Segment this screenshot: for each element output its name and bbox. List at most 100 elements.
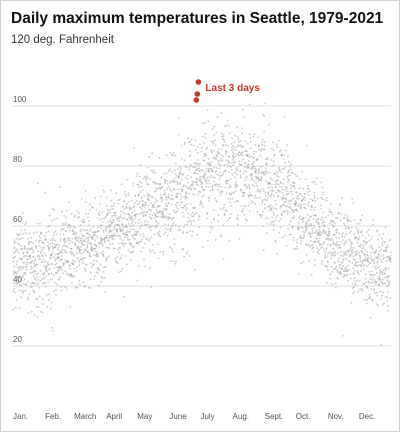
data-point: [285, 205, 288, 208]
data-point: [65, 216, 68, 219]
data-point: [231, 161, 233, 164]
data-point: [50, 239, 52, 242]
data-point: [259, 191, 261, 193]
data-point: [356, 222, 358, 225]
data-point: [47, 225, 49, 228]
data-point: [366, 231, 368, 233]
data-point: [363, 239, 365, 242]
data-point: [257, 179, 260, 182]
data-point: [323, 229, 325, 232]
data-point: [36, 298, 39, 300]
data-point: [134, 194, 137, 197]
data-point: [128, 230, 131, 233]
data-point: [222, 145, 225, 148]
data-point: [107, 221, 109, 224]
data-point: [124, 226, 127, 228]
data-point: [145, 202, 147, 204]
data-point: [45, 293, 48, 296]
data-point: [180, 157, 183, 160]
data-point: [124, 242, 127, 245]
data-point: [387, 291, 389, 294]
data-point: [142, 215, 145, 218]
data-point: [64, 259, 67, 262]
data-point: [308, 224, 311, 227]
data-point: [378, 279, 381, 281]
data-point: [376, 229, 379, 232]
data-point: [242, 208, 245, 211]
data-point: [238, 237, 241, 240]
data-point: [186, 178, 189, 180]
data-point: [49, 256, 52, 259]
data-point: [87, 216, 89, 219]
data-point: [235, 126, 238, 129]
data-point: [144, 220, 146, 223]
data-point: [287, 181, 289, 184]
data-point: [329, 251, 331, 253]
data-point: [324, 256, 327, 259]
data-point: [68, 201, 70, 204]
data-point: [232, 156, 235, 159]
data-point: [53, 231, 56, 234]
data-point: [106, 236, 109, 239]
data-point: [381, 273, 384, 276]
data-point: [111, 229, 114, 232]
data-point: [376, 294, 379, 297]
data-point: [303, 236, 305, 239]
data-point: [229, 185, 232, 188]
data-point: [86, 247, 88, 249]
data-point: [90, 228, 92, 230]
data-point: [315, 237, 318, 240]
data-point: [39, 279, 42, 282]
data-point: [222, 155, 225, 158]
data-point: [236, 173, 239, 176]
data-point: [113, 227, 116, 230]
data-point: [308, 243, 310, 246]
data-point: [70, 251, 73, 253]
data-point: [163, 189, 165, 192]
data-point: [27, 312, 30, 314]
data-point: [180, 195, 183, 198]
data-point: [263, 172, 265, 175]
data-point: [279, 185, 281, 188]
data-point: [61, 252, 64, 255]
data-point: [243, 213, 246, 216]
data-point: [164, 231, 167, 234]
data-point: [159, 187, 162, 190]
data-point: [100, 217, 103, 220]
data-point: [74, 260, 77, 262]
data-point: [132, 182, 135, 185]
data-point: [90, 245, 93, 248]
data-point: [282, 197, 285, 199]
data-point: [325, 238, 328, 241]
data-point: [53, 218, 56, 221]
data-point: [355, 261, 357, 263]
data-point: [280, 196, 283, 199]
data-point: [206, 213, 208, 215]
data-point: [252, 135, 255, 138]
data-point: [225, 150, 228, 153]
data-point: [190, 203, 192, 205]
data-point: [200, 202, 203, 205]
data-point: [64, 223, 67, 226]
data-point: [138, 264, 141, 267]
data-point: [49, 279, 52, 281]
data-point: [56, 271, 59, 274]
data-point: [37, 182, 39, 185]
data-point: [39, 269, 42, 272]
data-point: [168, 185, 171, 188]
data-point: [138, 219, 141, 221]
data-point: [52, 234, 55, 237]
data-point: [78, 283, 81, 286]
x-tick-label-oct: Oct.: [296, 412, 311, 421]
data-point: [270, 177, 272, 180]
data-point: [349, 220, 352, 223]
data-point: [367, 260, 370, 263]
data-point: [195, 183, 198, 186]
data-point: [218, 183, 221, 186]
data-point: [321, 197, 324, 200]
data-point: [320, 243, 323, 246]
data-point: [120, 210, 122, 213]
data-point: [303, 203, 306, 206]
data-point: [158, 205, 161, 208]
data-point: [122, 233, 125, 236]
